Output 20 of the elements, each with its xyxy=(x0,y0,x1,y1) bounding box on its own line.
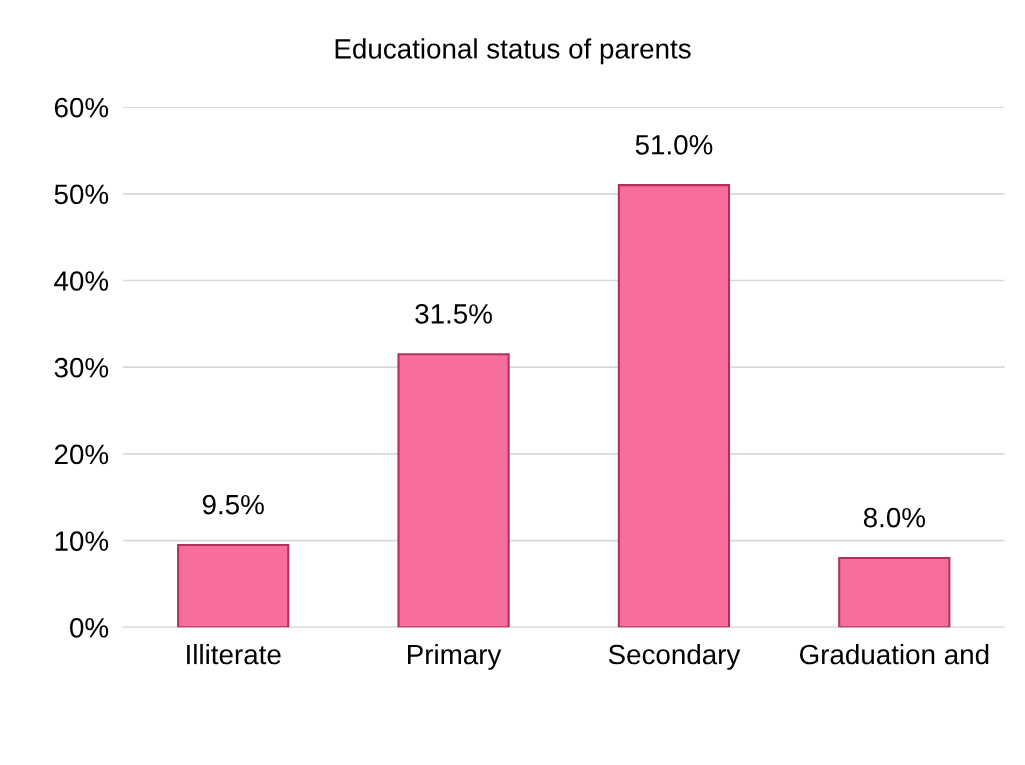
x-tick-label: Primary xyxy=(408,643,502,670)
x-tick-label: Graduation and xyxy=(799,643,989,665)
bar xyxy=(177,543,290,628)
y-tick-label: 30% xyxy=(54,357,109,378)
bar xyxy=(397,353,510,628)
bar xyxy=(617,184,731,628)
chart-title: Educational status of parents xyxy=(335,38,691,65)
data-label: 9.5% xyxy=(202,494,264,515)
y-tick-label: 20% xyxy=(54,444,109,465)
x-tick-label: Secondary xyxy=(608,643,741,670)
data-label: 8.0% xyxy=(863,507,925,528)
y-tick-label: 50% xyxy=(54,184,109,205)
y-tick-label: 10% xyxy=(55,531,109,551)
x-tick-label: Illiterate xyxy=(187,643,281,665)
y-tick-label: 40% xyxy=(54,271,109,291)
bar xyxy=(838,556,951,628)
y-tick-label: 0% xyxy=(70,617,109,638)
data-label: 31.5% xyxy=(415,304,492,324)
y-tick-label: 60% xyxy=(54,97,109,118)
data-label: 51.0% xyxy=(635,134,713,155)
